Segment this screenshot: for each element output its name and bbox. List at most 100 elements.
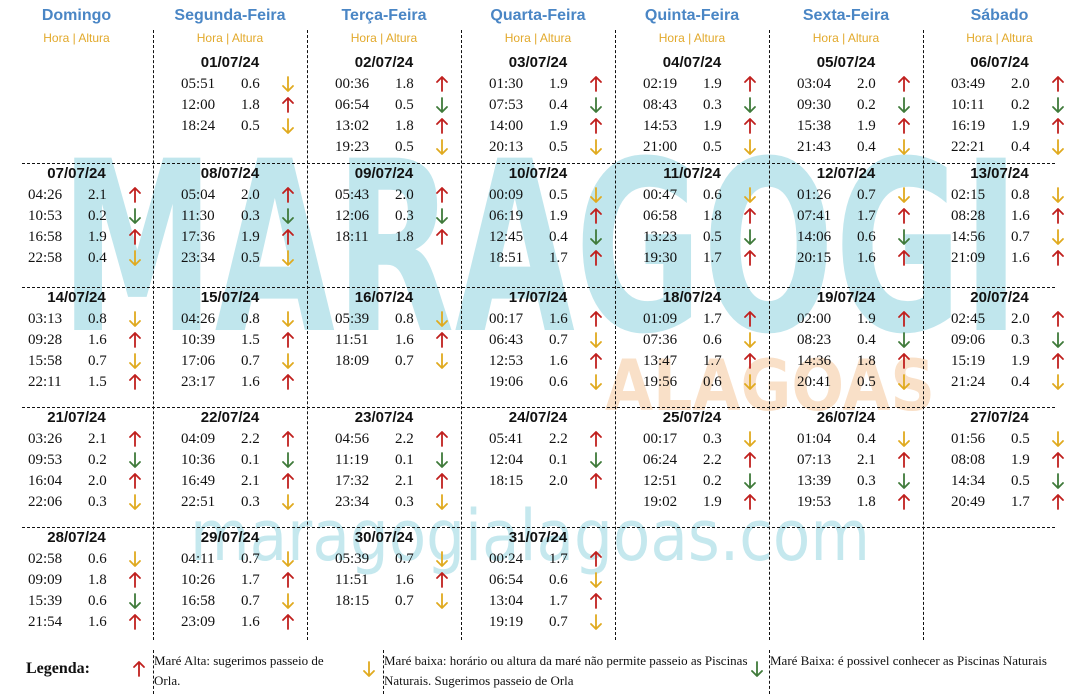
tide-row: 05:39 0.7	[307, 549, 461, 570]
tide-row: 18:15 2.0	[461, 471, 615, 492]
tide-time: 20:13	[489, 139, 524, 155]
tide-height: 0.3	[703, 431, 722, 447]
arrow-down-icon	[279, 492, 297, 513]
tide-height: 1.9	[857, 118, 876, 134]
tide-time: 04:56	[335, 431, 370, 447]
day-cell: 24/07/24 05:41 2.2 12:04 0.1 18:15 2.0	[461, 407, 615, 527]
tide-row: 05:43 2.0	[307, 185, 461, 206]
tide-height: 0.8	[88, 311, 107, 327]
tide-height: 1.7	[241, 572, 260, 588]
tide-row: 09:53 0.2	[0, 450, 153, 471]
arrow-up-icon	[126, 227, 144, 248]
tide-height: 0.2	[1011, 97, 1030, 113]
arrow-up-icon	[895, 116, 913, 137]
tide-row: 13:39 0.3	[769, 471, 923, 492]
tide-time: 02:45	[951, 311, 986, 327]
tide-row: 10:36 0.1	[153, 450, 307, 471]
tide-height: 1.8	[395, 76, 414, 92]
tide-row: 22:11 1.5	[0, 372, 153, 393]
legend-item-text: Maré baixa: horário ou altura da maré nã…	[384, 653, 748, 688]
tide-time: 22:06	[28, 494, 63, 510]
tide-time: 00:09	[489, 187, 524, 203]
arrow-down-icon	[1049, 372, 1067, 393]
tide-time: 19:53	[797, 494, 832, 510]
tide-time: 17:06	[181, 353, 216, 369]
legend: Legenda: Maré Alta: sugerimos passeio de…	[0, 645, 1076, 694]
tide-row: 12:04 0.1	[461, 450, 615, 471]
arrow-down-icon	[279, 549, 297, 570]
tide-height: 0.1	[549, 452, 568, 468]
tide-row: 18:51 1.7	[461, 248, 615, 269]
tide-height: 1.7	[703, 250, 722, 266]
tide-height: 0.1	[395, 452, 414, 468]
tide-time: 22:51	[181, 494, 216, 510]
tide-height: 0.6	[549, 572, 568, 588]
arrow-down-icon	[587, 95, 605, 116]
tide-row: 06:43 0.7	[461, 330, 615, 351]
tide-height: 0.7	[241, 551, 260, 567]
day-cell: 03/07/24 01:30 1.9 07:53 0.4 14:00 1.9 20:13 0.5	[461, 52, 615, 163]
tide-height: 2.2	[395, 431, 414, 447]
tide-height: 0.7	[88, 353, 107, 369]
tide-row: 01:30 1.9	[461, 74, 615, 95]
arrow-up-icon	[126, 429, 144, 450]
arrow-up-icon	[895, 74, 913, 95]
arrow-down-icon	[1049, 227, 1067, 248]
tide-row: 07:36 0.6	[615, 330, 769, 351]
weekday-name: Segunda-Feira	[174, 7, 286, 24]
tide-height: 1.7	[857, 208, 876, 224]
tide-time: 08:28	[951, 208, 986, 224]
tide-height: 1.8	[395, 118, 414, 134]
arrow-down-icon	[741, 330, 759, 351]
tide-row: 03:26 2.1	[0, 429, 153, 450]
tide-height: 0.7	[549, 614, 568, 630]
day-cell: 09/07/24 05:43 2.0 12:06 0.3 18:11 1.8	[307, 163, 461, 287]
arrow-down-icon	[433, 591, 451, 612]
arrow-down-icon	[1049, 471, 1067, 492]
tide-row: 18:11 1.8	[307, 227, 461, 248]
tide-height: 0.3	[241, 494, 260, 510]
tide-height: 0.7	[1011, 229, 1030, 245]
arrow-up-icon	[741, 248, 759, 269]
tide-height: 1.8	[857, 494, 876, 510]
day-date: 07/07/24	[47, 165, 106, 182]
day-date: 19/07/24	[816, 289, 876, 306]
tide-row: 21:24 0.4	[923, 372, 1076, 393]
tide-row: 12:00 1.8	[153, 95, 307, 116]
tide-row: 13:47 1.7	[615, 351, 769, 372]
arrow-up-icon	[587, 206, 605, 227]
arrow-down-icon	[279, 74, 297, 95]
tide-time: 00:17	[643, 431, 678, 447]
tide-row: 23:34 0.3	[307, 492, 461, 513]
tide-height: 1.6	[1011, 250, 1030, 266]
tide-time: 18:51	[489, 250, 524, 266]
day-cell: 25/07/24 00:17 0.3 06:24 2.2 12:51 0.2 19:02 1.9	[615, 407, 769, 527]
weekday-name: Sábado	[970, 7, 1029, 24]
tide-height: 1.7	[549, 250, 568, 266]
tide-row: 04:56 2.2	[307, 429, 461, 450]
arrow-up-icon	[587, 116, 605, 137]
day-cell: 01/07/24 05:51 0.6 12:00 1.8 18:24 0.5	[153, 52, 307, 163]
arrow-up-icon	[1049, 492, 1067, 513]
arrow-down-icon	[741, 95, 759, 116]
tide-row: 04:09 2.2	[153, 429, 307, 450]
day-cell: 12/07/24 01:26 0.7 07:41 1.7 14:06 0.6 20:15 1.6	[769, 163, 923, 287]
tide-time: 01:26	[797, 187, 832, 203]
weekday-header-cell: Domingo Hora | Altura	[0, 6, 153, 46]
tide-time: 11:19	[335, 452, 369, 468]
tide-row: 09:09 1.8	[0, 570, 153, 591]
arrow-down-icon	[895, 137, 913, 158]
tide-row: 20:13 0.5	[461, 137, 615, 158]
tide-time: 04:26	[181, 311, 216, 327]
tide-time: 12:06	[335, 208, 370, 224]
hour-height-subheader: Hora | Altura	[504, 31, 572, 45]
tide-height: 1.6	[241, 614, 260, 630]
tide-height: 0.4	[1011, 374, 1030, 390]
arrow-up-icon	[433, 74, 451, 95]
tide-row: 14:36 1.8	[769, 351, 923, 372]
tide-time: 16:19	[951, 118, 986, 134]
tide-time: 06:54	[489, 572, 524, 588]
tide-height: 0.3	[88, 494, 107, 510]
tide-time: 14:34	[951, 473, 986, 489]
tide-time: 21:00	[643, 139, 678, 155]
